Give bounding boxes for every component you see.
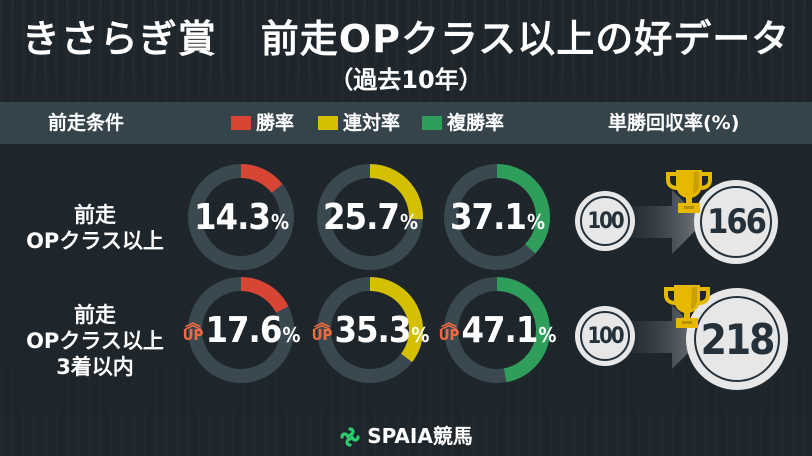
percent-label: ︽ UP 17.6% xyxy=(183,276,301,384)
percent-sign: % xyxy=(538,323,556,347)
up-text: UP xyxy=(182,325,204,344)
row-label-1: 前走 OPクラス以上 xyxy=(10,202,180,254)
legend-label-win: 勝率 xyxy=(256,112,295,134)
up-text: UP xyxy=(311,325,333,344)
donut-ring xyxy=(444,164,550,270)
race-name: きさらぎ賞 xyxy=(21,17,217,61)
donut-ring xyxy=(188,164,294,270)
row-label-2: 前走 OPクラス以上 3着以内 xyxy=(10,302,180,380)
up-badge: ︽ UP xyxy=(438,312,460,344)
percent-label: 37.1% xyxy=(443,163,551,271)
donut-ring xyxy=(317,164,423,270)
donut-place2: 25.7% xyxy=(316,163,424,271)
table-header: 前走条件 勝率 連対率 複勝率 単勝回収率(%) xyxy=(0,102,812,144)
percent-sign: % xyxy=(282,323,300,347)
percent-label: ︽ UP 35.3% xyxy=(312,276,430,384)
trophy-icon xyxy=(664,168,714,218)
title-topic: 前走OPクラス以上の好データ xyxy=(260,17,791,61)
header-condition: 前走条件 xyxy=(48,112,125,134)
percent-sign: % xyxy=(526,210,545,234)
header-roi: 単勝回収率(%) xyxy=(608,112,740,134)
trophy-icon xyxy=(662,283,712,333)
row-label-line: 3着以内 xyxy=(56,355,134,379)
percent-value: 37.1 xyxy=(450,196,527,238)
donut-place3: ︽ UP 47.1% xyxy=(439,276,557,384)
percent-value: 35.3 xyxy=(334,309,411,351)
percent-value: 47.1 xyxy=(461,309,538,351)
percent-sign: % xyxy=(270,210,289,234)
coin-base-2: 100 xyxy=(575,306,635,366)
page-subtitle: （過去10年） xyxy=(329,66,483,94)
percent-label: 25.7% xyxy=(316,163,424,271)
double-chevron-up-icon: ︽ xyxy=(314,312,331,332)
brand-name: SPAIA競馬 xyxy=(367,424,473,448)
donut-ring xyxy=(444,277,550,383)
footer-logo: SPAIA競馬 xyxy=(0,420,812,453)
up-text: UP xyxy=(438,325,460,344)
percent-sign: % xyxy=(411,323,429,347)
double-chevron-up-icon: ︽ xyxy=(441,312,458,332)
donut-place2: ︽ UP 35.3% xyxy=(312,276,430,384)
legend-label-place3: 複勝率 xyxy=(447,112,505,134)
percent-value: 17.6 xyxy=(205,309,282,351)
coin-roi-1: 166 xyxy=(694,180,778,264)
coin-base-1: 100 xyxy=(575,191,635,251)
spaia-logo-icon xyxy=(339,426,361,453)
up-badge: ︽ UP xyxy=(182,312,204,344)
row-label-line: 前走 xyxy=(74,303,116,327)
percent-label: 14.3% xyxy=(187,163,295,271)
roi-value: 218 xyxy=(700,314,776,364)
legend-place3: 複勝率 xyxy=(422,102,504,144)
row-label-line: OPクラス以上 xyxy=(26,329,164,353)
legend-label-place2: 連対率 xyxy=(343,112,401,134)
donut-win: ︽ UP 17.6% xyxy=(183,276,301,384)
donut-ring xyxy=(188,277,294,383)
roi-value: 166 xyxy=(707,202,767,242)
legend-place2: 連対率 xyxy=(318,102,400,144)
legend-win: 勝率 xyxy=(231,102,294,144)
percent-value: 25.7 xyxy=(323,196,400,238)
coin-roi-2: 218 xyxy=(686,288,788,390)
roi-base-value: 100 xyxy=(587,208,624,234)
legend-swatch-red xyxy=(231,116,251,130)
percent-sign: % xyxy=(399,210,418,234)
row-label-line: 前走 xyxy=(74,203,116,227)
donut-place3: 37.1% xyxy=(443,163,551,271)
roi-base-value: 100 xyxy=(587,323,624,349)
page-title: きさらぎ賞 前走OPクラス以上の好データ xyxy=(0,8,812,63)
donut-ring xyxy=(317,277,423,383)
legend-swatch-yellow xyxy=(318,116,338,130)
up-badge: ︽ UP xyxy=(311,312,333,344)
donut-win: 14.3% xyxy=(187,163,295,271)
percent-label: ︽ UP 47.1% xyxy=(439,276,557,384)
percent-value: 14.3 xyxy=(194,196,271,238)
row-label-line: OPクラス以上 xyxy=(26,229,164,253)
legend-swatch-green xyxy=(422,116,442,130)
double-chevron-up-icon: ︽ xyxy=(185,312,202,332)
